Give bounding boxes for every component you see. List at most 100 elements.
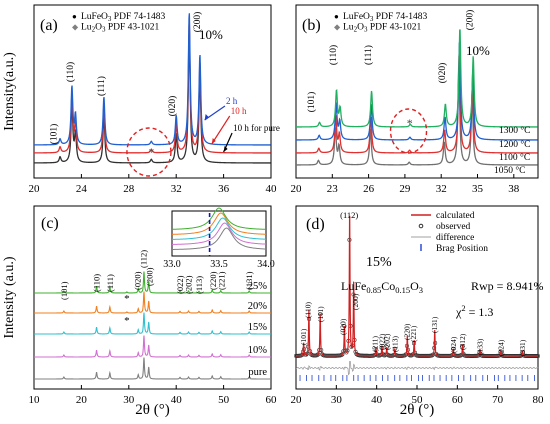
x-tick-label: 40 xyxy=(371,394,383,406)
temperature-label: 1100 °C xyxy=(499,152,530,163)
peak-label: (113) xyxy=(194,276,204,294)
series-label: pure xyxy=(248,367,267,378)
peak-label: (133) xyxy=(475,338,484,355)
series-annotation: 2 h xyxy=(226,96,238,106)
x-tick-label: 10 xyxy=(29,394,41,406)
peak-label: (211) xyxy=(371,336,380,352)
peak-label: * xyxy=(407,116,413,130)
panel-d-frame xyxy=(295,205,539,390)
percent-annotation: 10% xyxy=(199,27,223,42)
series-line xyxy=(34,271,271,294)
series-line xyxy=(296,42,538,141)
series-line xyxy=(34,31,271,164)
peak-label: (110) xyxy=(304,302,313,318)
series-line xyxy=(295,55,538,154)
inset-tick-label: 33.0 xyxy=(163,259,181,270)
legend-entry: calculated xyxy=(436,211,475,221)
peak-label: (331) xyxy=(518,339,527,356)
panel-a-frame xyxy=(33,4,272,179)
inset-tick-label: 34.0 xyxy=(257,259,275,270)
x-tick-label: 28 xyxy=(123,183,135,195)
peak-label: (020) xyxy=(437,63,448,84)
arrow-head xyxy=(223,146,228,152)
panel-b-frame xyxy=(295,4,539,179)
peak-label: (111) xyxy=(96,76,107,96)
peak-label: (022) xyxy=(377,333,386,350)
panel-a: (101) (110) (111) * (020) (200) 2 h10 h 10 h fo… xyxy=(2,4,280,195)
series-annotation: 10 h xyxy=(231,106,247,116)
peak-label: (112) xyxy=(138,250,148,268)
series-label: 20% xyxy=(248,301,268,312)
series-line xyxy=(34,357,271,380)
peak-label: (202) xyxy=(184,275,194,294)
difference-line xyxy=(295,361,539,376)
peak-label: (200) xyxy=(465,10,476,31)
peak-label: (224) xyxy=(496,339,505,356)
y-axis-label: Intensity (a.u.) xyxy=(2,256,17,338)
peak-label: (111) xyxy=(105,274,115,292)
x-tick-label: 26 xyxy=(363,183,375,195)
x-tick-label: 30 xyxy=(123,394,135,406)
legend-marker: ◆ xyxy=(72,23,79,32)
x-tick-label: 24 xyxy=(76,183,88,195)
legend-marker: ◆ xyxy=(334,23,341,32)
temperature-label: 1300 °C xyxy=(499,125,531,136)
inset-line xyxy=(171,212,267,235)
peak-label: (202) xyxy=(382,333,391,350)
peak-label: (220) xyxy=(402,323,411,340)
impurity-marker: * xyxy=(124,293,130,305)
peak-label: (221) xyxy=(217,271,227,290)
inset-line xyxy=(171,227,267,250)
panel-c: pure 10% 15% 20% 25% (101) (110) (111) (020) (112… xyxy=(2,205,277,418)
panel-c-frame xyxy=(33,205,272,390)
composition-formula: LuFe0.85Co0.15O3 xyxy=(341,279,423,295)
x-tick-label: 32 xyxy=(436,183,447,195)
peak-label: (020) xyxy=(132,271,142,290)
peak-label: (111) xyxy=(363,45,374,65)
calculated-line xyxy=(296,215,538,357)
observed-point xyxy=(316,352,321,357)
series-line xyxy=(34,312,271,335)
legend-entry: Brag Position xyxy=(436,244,488,254)
panel-label: (c) xyxy=(41,215,59,232)
annotation-arrow xyxy=(204,105,226,121)
x-axis-label: 2θ (°) xyxy=(400,402,434,418)
peak-label: (200) xyxy=(192,12,203,33)
peak-label: (020) xyxy=(167,96,178,117)
x-tick-label: 20 xyxy=(76,394,88,406)
series-label: 25% xyxy=(248,281,268,292)
inset-line xyxy=(171,217,267,240)
legend-marker: ● xyxy=(72,12,77,21)
peak-label: (110) xyxy=(65,62,76,82)
peak-label: (024) xyxy=(449,336,458,353)
x-tick-label: 38 xyxy=(508,183,520,195)
panel-b-series xyxy=(295,29,538,166)
peak-label: (101) xyxy=(59,281,69,300)
legend-entry: LuFeO3 PDF 74-1483 xyxy=(343,12,428,23)
x-axis-label: 2θ (°) xyxy=(135,402,169,418)
arrow-head xyxy=(211,138,216,144)
peak-label: (022) xyxy=(175,275,185,294)
panel-b: (101) (110) (111) * (020) (200) 1050 °C 1100 °C… xyxy=(291,4,539,195)
x-tick-label: 35 xyxy=(472,183,484,195)
peak-label: (200) xyxy=(351,293,360,310)
series-line xyxy=(296,67,538,166)
peak-label: * xyxy=(148,145,154,159)
arrow-head xyxy=(204,114,209,120)
legend-entry: observed xyxy=(436,222,471,232)
legend-entry: LuFeO3 PDF 74-1483 xyxy=(81,12,166,23)
peak-label: (110) xyxy=(328,45,339,65)
x-tick-label: 30 xyxy=(331,394,343,406)
inset-line xyxy=(171,222,267,245)
peak-label: (220) xyxy=(208,271,218,290)
x-tick-label: 32 xyxy=(171,183,182,195)
x-tick-label: 40 xyxy=(171,394,183,406)
panel-label: (d) xyxy=(306,216,325,233)
x-tick-label: 23 xyxy=(327,183,339,195)
x-tick-label: 60 xyxy=(452,394,464,406)
panel-d: (101) (110) (111) (020) (112) (200) (211)(022)… xyxy=(291,205,544,418)
inset-line xyxy=(171,207,267,230)
series-line xyxy=(34,21,271,154)
